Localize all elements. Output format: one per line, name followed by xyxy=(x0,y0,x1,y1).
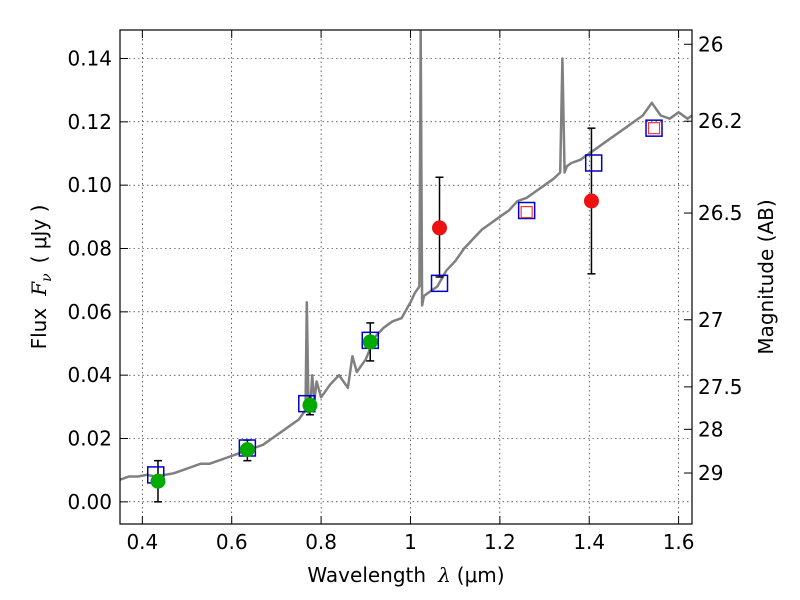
x-axis-label: Wavelength λ (μm) xyxy=(307,563,504,587)
red-detection-point xyxy=(432,220,448,236)
y2-tick-label: 26.2 xyxy=(698,109,743,133)
x-tick-label: 1.6 xyxy=(663,530,695,554)
y-tick-label: 0.12 xyxy=(67,110,112,134)
y-tick-label: 0.08 xyxy=(67,237,112,261)
marks-layer xyxy=(147,119,663,503)
x-tick-label: 1.4 xyxy=(573,530,605,554)
y-tick-label: 0.04 xyxy=(67,363,112,387)
y2-tick-label: 27.5 xyxy=(698,375,743,399)
y-axis-label: FluxFν( μJy ) xyxy=(27,205,55,350)
x-tick-label: 1.2 xyxy=(484,530,516,554)
plot-frame xyxy=(119,29,693,525)
y-tick-label: 0.02 xyxy=(67,427,112,451)
y2-tick-label: 29 xyxy=(698,461,723,485)
y2-axis-label: Magnitude (AB) xyxy=(754,199,778,354)
x-tick-label: 0.6 xyxy=(216,530,248,554)
y2-tick-label: 26.5 xyxy=(698,201,743,225)
y-tick-label: 0.00 xyxy=(67,490,112,514)
open-red-square-marker xyxy=(520,205,533,219)
green-detection-point xyxy=(302,397,318,413)
open-red-square-marker xyxy=(647,122,661,135)
red-detection-point xyxy=(583,193,599,209)
model-square-marker xyxy=(430,274,449,293)
spectrum-layer xyxy=(120,30,692,481)
y2-tick-label: 26 xyxy=(698,32,723,56)
y-tick-label: 0.14 xyxy=(67,47,112,71)
y-tick-label: 0.06 xyxy=(67,300,112,324)
model-square-marker xyxy=(645,119,663,137)
model-square-marker xyxy=(517,201,536,220)
spectrum-line xyxy=(120,30,692,481)
y-tick-label: 0.10 xyxy=(67,173,112,197)
x-tick-label: 0.8 xyxy=(305,530,337,554)
y2-tick-label: 27 xyxy=(698,308,723,332)
model-square-marker xyxy=(584,154,603,172)
x-tick-label: 1 xyxy=(404,530,417,554)
ticks-layer: 0.4 0.6 0.8 1 1.2 1.4 1.6 0.00 0.02 0.04 0.06 0.08 0… xyxy=(67,30,743,554)
green-detection-point xyxy=(362,334,378,350)
green-detection-point xyxy=(150,473,166,489)
x-tick-label: 0.4 xyxy=(126,530,158,554)
green-detection-point xyxy=(239,442,255,458)
y2-tick-label: 28 xyxy=(698,417,723,441)
